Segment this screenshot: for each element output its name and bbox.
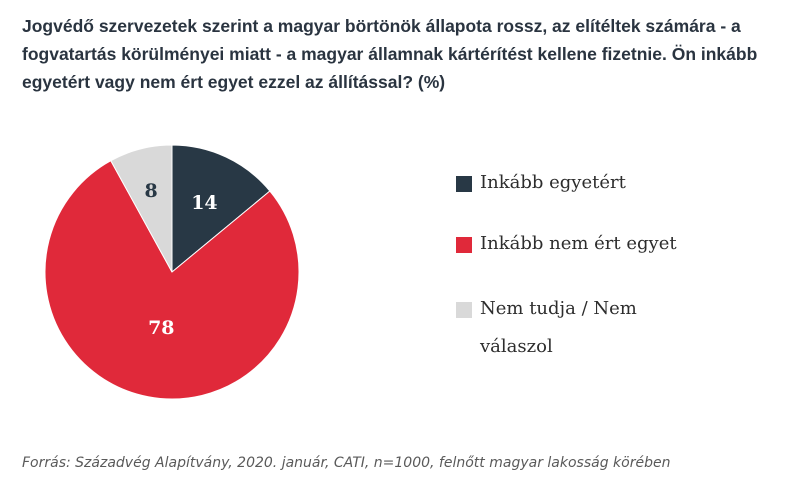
slice-no-answer [110,144,173,273]
data-label-disagree: 78 [148,317,174,339]
slice-disagree [44,160,300,400]
legend-item-disagree: Inkább nem ért egyet [456,225,700,263]
slice-agree [171,144,271,274]
data-label-no-answer: 8 [145,180,158,202]
legend-label-disagree: Inkább nem ért egyet [480,233,677,254]
legend-item-agree: Inkább egyetért [456,164,700,202]
pie-slices [44,144,300,400]
source-note: Forrás: Századvég Alapítvány, 2020. janu… [22,455,671,471]
data-label-agree: 14 [191,192,217,214]
chart-title: Jogvédő szervezetek szerint a magyar bör… [22,16,758,92]
legend-item-no-answer: Nem tudja / Nem válaszol [456,290,700,366]
legend-swatch-no-answer [456,302,472,318]
pie-data-labels: 14 78 8 [145,180,218,339]
legend-swatch-agree [456,176,472,192]
legend-swatch-disagree [456,237,472,253]
legend-label-agree: Inkább egyetért [480,172,626,193]
legend-label-no-answer: Nem tudja / Nem válaszol [480,298,637,357]
